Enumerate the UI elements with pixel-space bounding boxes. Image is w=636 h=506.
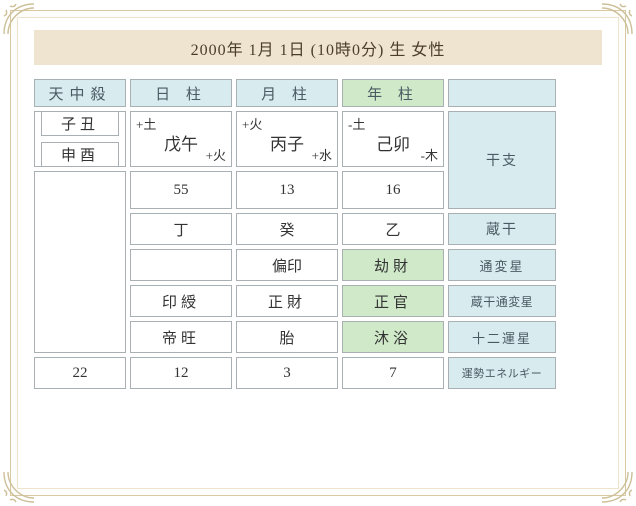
num-month: 13 [236,171,338,209]
header-month-pillar: 月 柱 [236,79,338,107]
eto-year: -土 己卯 -木 [342,111,444,167]
side-zoukan: 蔵干 [448,213,556,245]
side-ztsu: 蔵干通変星 [448,285,556,317]
tsuhensei-year: 劫財 [342,249,444,281]
zoukan-year: 乙 [342,213,444,245]
tsuhensei-day [130,249,232,281]
energy-year: 7 [342,357,444,389]
energy-left: 22 [34,357,126,389]
side-juuni: 十二運星 [448,321,556,353]
energy-month: 3 [236,357,338,389]
eto-day-bot: +火 [206,145,226,164]
header-year-pillar: 年 柱 [342,79,444,107]
juuni-year: 沐浴 [342,321,444,353]
title-bar: 2000年 1月 1日 (10時0分) 生 女性 [34,30,602,65]
ztsu-day: 印綬 [130,285,232,317]
meishiki-grid: 天中殺 日 柱 月 柱 年 柱 子丑 申酉 +土 戊午 +火 +火 丙子 +水 … [34,79,602,389]
side-tsuhensei: 通変星 [448,249,556,281]
left-empty-block [34,171,126,353]
header-side-blank [448,79,556,107]
eto-month-bot: +水 [312,145,332,164]
corner-ornament-icon [600,470,634,504]
ztsu-year: 正官 [342,285,444,317]
eto-month: +火 丙子 +水 [236,111,338,167]
side-energy: 運勢エネルギー [448,357,556,389]
eto-day: +土 戊午 +火 [130,111,232,167]
eto-year-bot: -木 [421,145,438,164]
num-year: 16 [342,171,444,209]
tenchusatsu-box: 子丑 申酉 [34,111,126,167]
energy-day: 12 [130,357,232,389]
juuni-month: 胎 [236,321,338,353]
header-tenchusatsu: 天中殺 [34,79,126,107]
tenchusatsu-2: 申酉 [41,142,119,167]
zoukan-day: 丁 [130,213,232,245]
ztsu-month: 正財 [236,285,338,317]
juuni-day: 帝旺 [130,321,232,353]
tsuhensei-month: 偏印 [236,249,338,281]
corner-ornament-icon [2,470,36,504]
tenchusatsu-1: 子丑 [41,111,119,136]
side-eto: 干支 [448,111,556,209]
zoukan-month: 癸 [236,213,338,245]
num-day: 55 [130,171,232,209]
header-day-pillar: 日 柱 [130,79,232,107]
